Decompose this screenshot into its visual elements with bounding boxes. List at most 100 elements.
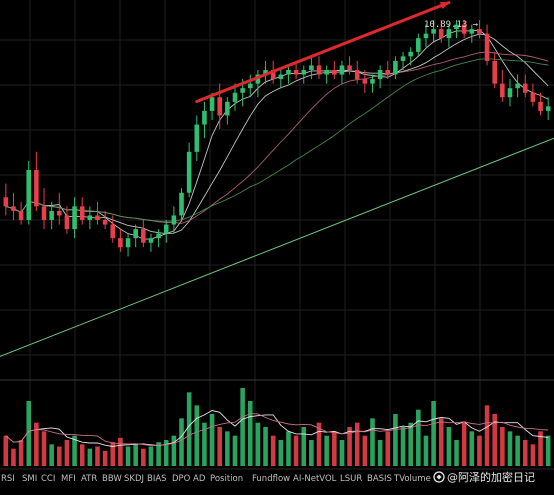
candle-body [263,70,268,75]
candle-up [202,101,207,139]
volume-bar-up [309,440,314,466]
indicator-tab-tvolume[interactable]: TVolume [393,474,431,484]
candle-body [217,97,222,116]
volume-bar-up [156,442,161,466]
arrow-head [439,1,449,10]
volume-bar-down [500,427,505,466]
volume-bar-down [11,448,16,466]
indicator-tab-fundflow[interactable]: Fundflow [252,474,290,484]
volume-bar-up [469,431,475,466]
volume-bar-up [301,427,307,466]
volume-bar-up [454,440,459,466]
candle-body [133,229,138,239]
candle-body [309,65,314,70]
volume-bar-down [492,414,497,466]
candle-down [461,20,467,39]
indicator-tab-bias[interactable]: BIAS [147,474,167,484]
volume-bars [3,388,551,466]
indicator-tab-skdj[interactable]: SKDJ [124,474,144,484]
volume-bar-down [538,431,543,466]
indicator-tab-lsur[interactable]: LSUR [340,474,362,484]
volume-bar-down [270,435,276,466]
volume-bar-down [316,422,322,466]
candle-up [377,65,383,89]
indicator-tab-ai-netvol[interactable]: AI-NetVOL [293,474,337,484]
candle-body [18,210,24,220]
candle-body [316,65,322,75]
candle-body [186,151,192,193]
candle-body [87,215,93,220]
candle-body [293,70,299,75]
candle-up [545,97,551,120]
candle-down [347,56,352,75]
candle-up [301,65,307,84]
indicator-tab-atr[interactable]: ATR [81,474,97,484]
candle-up [309,56,314,80]
volume-moving-averages [5,410,549,447]
candle-down [332,60,337,80]
volume-bar-down [57,446,62,466]
volume-bar-up [339,440,345,466]
candle-up [263,60,268,84]
candle-down [438,20,444,43]
candle-body [110,224,116,239]
trend-arrow [195,1,451,103]
candle-body [225,101,230,116]
candle-up [416,33,421,57]
indicator-tab-ad[interactable]: AD [193,474,206,484]
candle-body [507,88,513,98]
volume-bar-up [202,422,207,466]
candle-body [209,97,215,111]
ma-long-line [0,137,554,357]
candle-up [49,201,54,230]
indicator-tab-dpo[interactable]: DPO [172,474,191,484]
indicator-tab-position[interactable]: Position [210,474,243,484]
indicator-tab-cci[interactable]: CCI [41,474,55,484]
candle-body [370,79,375,84]
volume-bar-down [332,431,337,466]
candle-up [163,220,169,243]
candle-up [148,233,154,252]
indicator-tab-mfi[interactable]: MFI [61,474,76,484]
candle-body [393,60,398,75]
indicator-tab-smi[interactable]: SMI [22,474,37,484]
candle-body [339,65,345,75]
coin-logo-mark [436,474,442,480]
candle-down [57,192,62,225]
candle-body [3,197,9,207]
volume-bar-down [530,444,536,466]
candle-body [125,238,131,248]
candle-body [255,74,261,84]
volume-bar-up [87,448,93,466]
volume-ma-slow [5,413,549,447]
candle-body [492,60,497,84]
volume-bar-down [484,405,490,466]
candle-up [179,188,184,220]
volume-bar-down [18,440,24,466]
candle-body [11,206,16,211]
indicator-tab-bbw[interactable]: BBW [102,474,122,484]
candle-down [34,151,39,211]
volume-bar-up [209,414,215,466]
volume-bar-up [416,409,421,466]
volume-bar-up [545,435,551,466]
grid-lines [0,0,554,466]
candle-down [118,229,123,252]
candle-up [186,142,192,198]
candle-body [454,24,459,30]
candle-up [446,24,452,48]
indicator-tab-basis[interactable]: BASIS [367,474,392,484]
candle-up [431,20,436,43]
watermark-text: @阿泽的加密日记 [447,470,535,484]
indicator-tab-rsi[interactable]: RSI [1,474,15,484]
candle-up [171,206,177,234]
volume-bar-up [263,427,268,466]
volume-bar-down [362,435,368,466]
candle-body [362,79,368,84]
candle-body [400,56,406,61]
volume-bar-up [225,431,230,466]
volume-bar-up [133,444,138,466]
candle-body [438,29,444,39]
candle-body [461,24,467,34]
volume-bar-up [286,431,291,466]
